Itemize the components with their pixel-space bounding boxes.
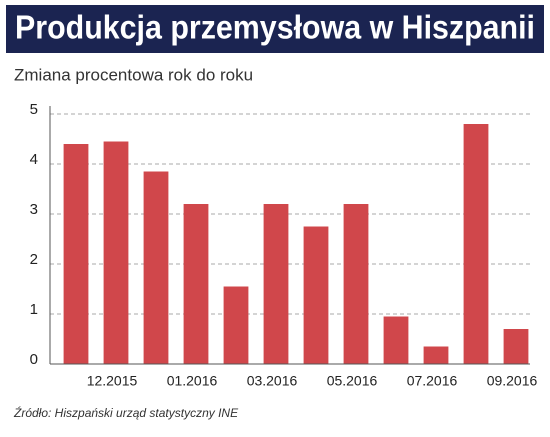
y-tick-label: 1 <box>30 301 38 318</box>
y-tick-label: 0 <box>30 351 38 368</box>
bar <box>463 124 489 364</box>
bar <box>103 141 129 364</box>
bar <box>383 316 409 364</box>
chart-title: Produkcja przemysłowa w Hiszpanii <box>15 9 535 46</box>
bar <box>63 144 89 364</box>
x-tick-label: 03.2016 <box>247 373 298 389</box>
y-tick-label: 3 <box>30 201 38 218</box>
bar <box>343 204 369 364</box>
x-tick-label: 12.2015 <box>87 373 138 389</box>
y-tick-label: 4 <box>30 151 38 168</box>
source-note: Źródło: Hiszpański urząd statystyczny IN… <box>13 405 239 420</box>
x-tick-label: 05.2016 <box>327 373 378 389</box>
bar <box>503 329 529 364</box>
chart-subtitle: Zmiana procentowa rok do roku <box>14 65 253 84</box>
x-tick-label: 07.2016 <box>407 373 458 389</box>
bar <box>223 286 249 364</box>
bar <box>303 226 329 364</box>
bar <box>423 346 449 364</box>
x-tick-label: 09.2016 <box>487 373 538 389</box>
title-bar <box>6 5 544 53</box>
y-tick-label: 2 <box>30 251 38 268</box>
y-tick-label: 5 <box>30 101 38 118</box>
bar <box>143 171 169 364</box>
bar <box>263 204 289 364</box>
bar <box>183 204 209 364</box>
x-tick-label: 01.2016 <box>167 373 218 389</box>
